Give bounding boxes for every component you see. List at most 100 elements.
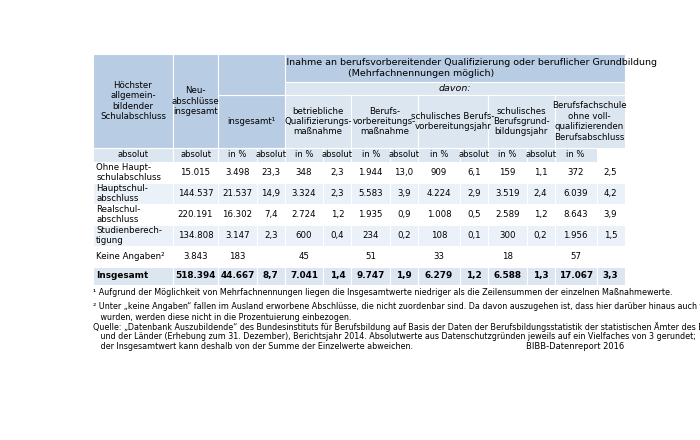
Text: 51: 51: [365, 252, 376, 261]
Text: Höchster
allgemein-
bildender
Schulabschluss: Höchster allgemein- bildender Schulabsch…: [100, 101, 166, 142]
Text: 9.747: 9.747: [356, 271, 385, 280]
Text: 0,2: 0,2: [397, 231, 411, 240]
Bar: [351, 183, 390, 204]
Text: absolut: absolut: [180, 150, 211, 159]
Bar: [596, 183, 624, 204]
Bar: [93, 55, 173, 148]
Text: Insgesamt: Insgesamt: [96, 271, 148, 280]
Bar: [488, 204, 526, 225]
Bar: [554, 148, 596, 162]
Bar: [93, 81, 173, 95]
Text: 0,5: 0,5: [467, 210, 481, 219]
Bar: [285, 267, 323, 285]
Text: 1,2: 1,2: [330, 210, 344, 219]
Text: 7,4: 7,4: [264, 210, 278, 219]
Bar: [488, 267, 526, 285]
Bar: [173, 183, 218, 204]
Text: 0,4: 0,4: [330, 231, 344, 240]
Bar: [218, 183, 257, 204]
Bar: [323, 225, 351, 246]
Text: absolut: absolut: [118, 150, 148, 159]
Text: davon:: davon:: [438, 84, 471, 93]
Bar: [257, 225, 285, 246]
Text: 2,9: 2,9: [468, 189, 481, 198]
Bar: [351, 225, 390, 246]
Bar: [596, 225, 624, 246]
Text: 8.643: 8.643: [564, 210, 588, 219]
Bar: [93, 267, 173, 285]
Bar: [526, 246, 554, 267]
Bar: [218, 55, 624, 81]
Bar: [173, 204, 218, 225]
Text: Ohne Haupt-
schulabschluss: Ohne Haupt- schulabschluss: [96, 163, 161, 182]
Bar: [351, 95, 418, 148]
Text: 15.015: 15.015: [181, 168, 211, 177]
Bar: [596, 162, 624, 183]
Bar: [418, 162, 460, 183]
Text: in %: in %: [566, 150, 584, 159]
Bar: [390, 162, 418, 183]
Text: absolut: absolut: [458, 150, 489, 159]
Bar: [323, 204, 351, 225]
Text: 372: 372: [568, 168, 584, 177]
Bar: [173, 55, 218, 81]
Text: 234: 234: [363, 231, 379, 240]
Text: 4.224: 4.224: [427, 189, 452, 198]
Bar: [526, 204, 554, 225]
Bar: [526, 225, 554, 246]
Text: insgesamt¹: insgesamt¹: [228, 117, 276, 126]
Text: 220.191: 220.191: [178, 210, 214, 219]
Text: Höchster
allgemein-
bildender
Schulabschluss: Höchster allgemein- bildender Schulabsch…: [100, 81, 166, 121]
Text: Realschul-
abschluss: Realschul- abschluss: [96, 205, 141, 224]
Text: 159: 159: [499, 168, 515, 177]
Text: 13,0: 13,0: [395, 168, 414, 177]
Bar: [285, 95, 351, 148]
Bar: [526, 162, 554, 183]
Text: Berufs-
vorbereitungs-
maßnahme: Berufs- vorbereitungs- maßnahme: [353, 106, 416, 136]
Bar: [596, 267, 624, 285]
Text: und der Länder (Erhebung zum 31. Dezember), Berichtsjahr 2014. Absolutwerte aus : und der Länder (Erhebung zum 31. Dezembe…: [93, 332, 696, 341]
Bar: [257, 162, 285, 183]
Text: der Insgesamtwert kann deshalb von der Summe der Einzelwerte abweichen.: der Insgesamtwert kann deshalb von der S…: [93, 342, 413, 351]
Bar: [93, 246, 173, 267]
Bar: [323, 267, 351, 285]
Bar: [554, 225, 596, 246]
Bar: [418, 204, 460, 225]
Text: 1.935: 1.935: [358, 210, 383, 219]
Bar: [93, 95, 173, 148]
Bar: [173, 267, 218, 285]
Bar: [460, 162, 488, 183]
Bar: [526, 183, 554, 204]
Bar: [93, 183, 173, 204]
Bar: [390, 267, 418, 285]
Text: ¹ Aufgrund der Möglichkeit von Mehrfachnennungen liegen die Insgesamtwerte niedr: ¹ Aufgrund der Möglichkeit von Mehrfachn…: [93, 288, 673, 297]
Text: 2,3: 2,3: [264, 231, 278, 240]
Text: betriebliche
Qualifizierungs-
maßnahme: betriebliche Qualifizierungs- maßnahme: [284, 106, 352, 136]
Text: schulisches Berufs-
vorbereitungsjahr: schulisches Berufs- vorbereitungsjahr: [412, 112, 495, 131]
Bar: [460, 246, 488, 267]
Bar: [488, 246, 526, 267]
Text: 0,9: 0,9: [398, 210, 411, 219]
Bar: [460, 225, 488, 246]
Bar: [218, 267, 257, 285]
Bar: [285, 148, 323, 162]
Text: 1,9: 1,9: [396, 271, 412, 280]
Bar: [460, 267, 488, 285]
Text: 2,3: 2,3: [330, 168, 344, 177]
Text: 3.843: 3.843: [183, 252, 208, 261]
Bar: [257, 204, 285, 225]
Text: Keine Angaben²: Keine Angaben²: [96, 252, 164, 261]
Text: 2,5: 2,5: [604, 168, 617, 177]
Bar: [323, 183, 351, 204]
Bar: [173, 55, 218, 148]
Text: 6,1: 6,1: [467, 168, 481, 177]
Text: 1,1: 1,1: [534, 168, 547, 177]
Bar: [554, 95, 624, 148]
Bar: [285, 204, 323, 225]
Bar: [173, 148, 218, 162]
Bar: [351, 148, 390, 162]
Text: 6.588: 6.588: [494, 271, 522, 280]
Bar: [285, 246, 323, 267]
Text: 21.537: 21.537: [223, 189, 253, 198]
Text: 57: 57: [570, 252, 581, 261]
